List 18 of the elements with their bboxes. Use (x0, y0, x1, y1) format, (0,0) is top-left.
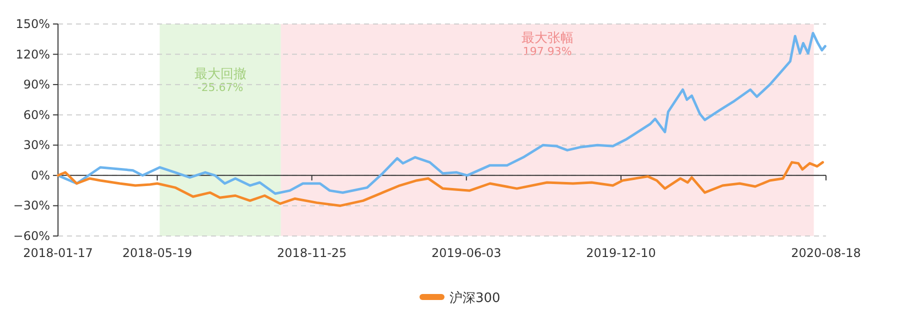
band-label: 最大张幅 197.93% (521, 31, 574, 58)
y-tick-label: 120% (16, 47, 50, 62)
x-tick-label: 2018-05-19 (122, 246, 192, 260)
x-tick-label: 2018-11-25 (276, 246, 347, 260)
y-tick-label: 0% (30, 168, 50, 182)
x-tick-label: 2019-12-10 (586, 246, 656, 260)
legend-label: 沪深300 (450, 290, 500, 306)
y-tick-label: 60% (23, 108, 50, 122)
y-tick-label: −30% (13, 198, 50, 213)
x-tick-label: 2020-08-18 (791, 246, 861, 260)
x-tick-label: 2019-06-03 (432, 246, 502, 260)
legend: 沪深300 (420, 291, 500, 306)
x-tick-label: 2018-01-17 (23, 246, 93, 260)
y-tick-label: 90% (23, 78, 50, 92)
y-tick-label: −60% (13, 229, 50, 243)
y-tick-label: 30% (23, 138, 50, 152)
band-label: 最大回撤 -25.67% (194, 67, 246, 94)
y-tick-label: 150% (16, 17, 50, 31)
